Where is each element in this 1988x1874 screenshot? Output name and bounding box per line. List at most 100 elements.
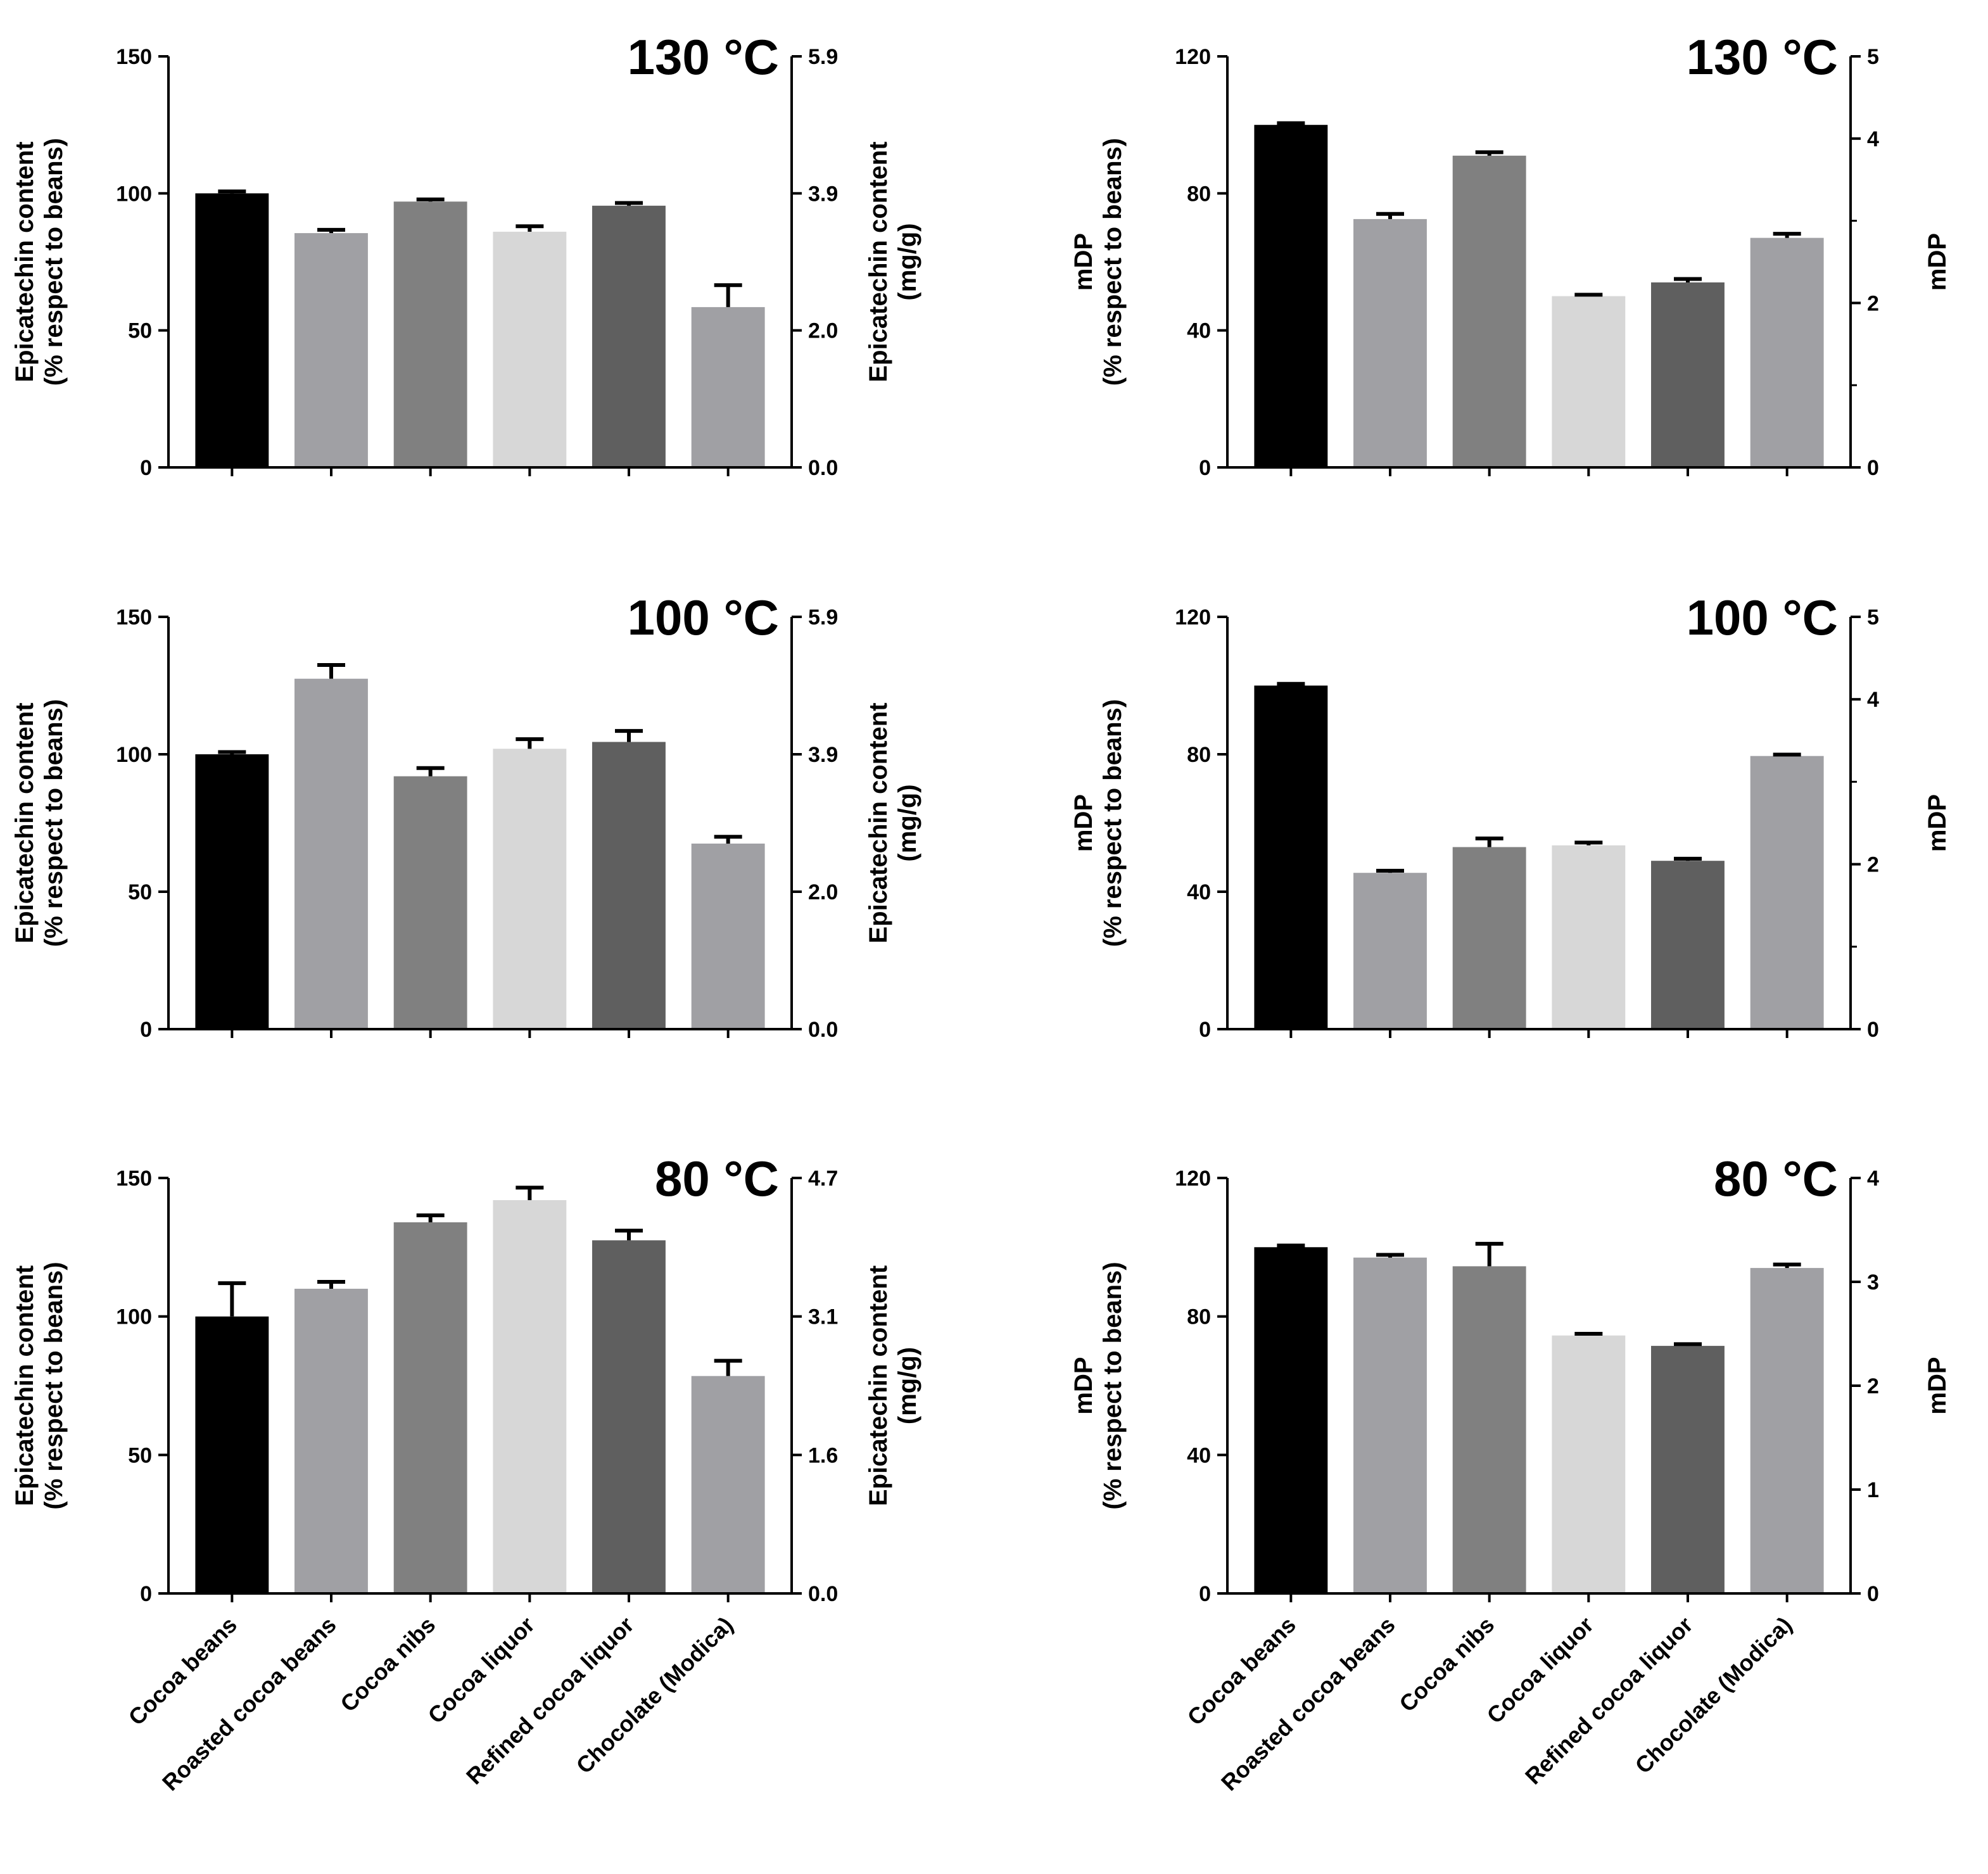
y-tick-label-3: 80 xyxy=(1187,182,1211,206)
y-axis-title: Epicatechin content(% respect to beans) xyxy=(11,138,68,386)
bar-2 xyxy=(1353,873,1427,1029)
category-label-2: Roasted cocoa beans xyxy=(157,1612,341,1796)
bar-1 xyxy=(1254,685,1328,1029)
y2-axis-title-line-2: (mg/g) xyxy=(894,1347,921,1424)
y-axis-title: mDP(% respect to beans) xyxy=(1070,1262,1127,1509)
y2-tick-label-3: 4 xyxy=(1867,127,1879,151)
y2-axis-title: mDP xyxy=(1923,1357,1951,1414)
y2-axis-title: mDP xyxy=(1923,794,1951,852)
y2-tick-label-4: 4.7 xyxy=(808,1167,838,1191)
y2-axis-title-line-1: mDP xyxy=(1923,794,1951,852)
y2-tick-label-2: 2 xyxy=(1867,291,1879,315)
y-tick-label-1: 0 xyxy=(1199,1018,1211,1042)
panel-epicatechin-130: 0 50 100 150 0.0 2.0 3.9 5.9 Epicatechin content… xyxy=(11,29,921,480)
bar-1 xyxy=(195,1316,269,1593)
temperature-label: 130 °C xyxy=(628,29,779,85)
bar-3 xyxy=(393,776,467,1029)
temperature-label: 100 °C xyxy=(1687,590,1838,645)
bar-3 xyxy=(1452,1266,1526,1593)
bar-6 xyxy=(691,1376,765,1593)
y-axis-title-line-2: (% respect to beans) xyxy=(40,699,68,947)
y2-tick-label-4: 3 xyxy=(1867,1270,1879,1295)
y2-tick-label-3: 3.9 xyxy=(808,182,838,206)
y-tick-label-1: 0 xyxy=(140,1018,152,1042)
bar-5 xyxy=(592,205,666,467)
y2-axis-title: Epicatechin content(mg/g) xyxy=(864,1265,921,1506)
y-tick-label-1: 0 xyxy=(1199,456,1211,480)
y-axis-title: Epicatechin content(% respect to beans) xyxy=(11,1262,68,1509)
y2-axis-title-line-1: Epicatechin content xyxy=(864,702,892,943)
y2-tick-label-1: 0 xyxy=(1867,1582,1879,1606)
y-tick-label-2: 50 xyxy=(128,319,152,343)
bar-5 xyxy=(1651,282,1725,467)
bar-3 xyxy=(393,201,467,467)
bar-2 xyxy=(1353,218,1427,467)
bar-4 xyxy=(1552,845,1626,1029)
y2-axis-title: Epicatechin content(mg/g) xyxy=(864,141,921,382)
y2-tick-label-4: 5.9 xyxy=(808,605,838,630)
bar-3 xyxy=(1452,155,1526,468)
y-tick-label-3: 80 xyxy=(1187,743,1211,767)
y2-axis-title-line-2: (mg/g) xyxy=(894,784,921,861)
temperature-label: 80 °C xyxy=(655,1151,779,1206)
y-axis-title-line-2: (% respect to beans) xyxy=(1099,138,1127,386)
y-tick-label-3: 100 xyxy=(116,182,152,206)
y-axis-title-line-1: Epicatechin content xyxy=(11,702,39,943)
bar-5 xyxy=(1651,861,1725,1029)
category-label-5: Refined cocoa liquor xyxy=(461,1612,639,1790)
bar-4 xyxy=(1552,1335,1626,1593)
bar-4 xyxy=(493,1200,567,1593)
bar-1 xyxy=(195,193,269,467)
category-label-5: Refined cocoa liquor xyxy=(1520,1612,1698,1790)
category-label-3: Cocoa nibs xyxy=(335,1612,440,1717)
y-tick-label-2: 50 xyxy=(128,1443,152,1467)
y2-tick-label-1: 0.0 xyxy=(808,1018,838,1042)
y-axis-title-line-2: (% respect to beans) xyxy=(40,1262,68,1509)
bar-1 xyxy=(1254,125,1328,467)
y-tick-label-4: 150 xyxy=(116,45,152,69)
y2-tick-label-3: 3.1 xyxy=(808,1305,838,1329)
y2-axis-title: mDP xyxy=(1923,233,1951,291)
y-tick-label-2: 50 xyxy=(128,880,152,904)
y-axis-title-line-1: mDP xyxy=(1070,233,1098,291)
bar-5 xyxy=(592,742,666,1029)
y-axis-title: mDP(% respect to beans) xyxy=(1070,699,1127,947)
y2-tick-label-2: 1.6 xyxy=(808,1443,838,1467)
y2-axis-title-line-2: (mg/g) xyxy=(894,223,921,300)
y2-tick-label-top: 5 xyxy=(1867,45,1879,69)
temperature-label: 100 °C xyxy=(628,590,779,645)
y-tick-label-3: 100 xyxy=(116,1305,152,1329)
y-tick-label-2: 40 xyxy=(1187,319,1211,343)
y2-axis-title: Epicatechin content(mg/g) xyxy=(864,702,921,943)
y2-tick-label-3: 4 xyxy=(1867,688,1879,712)
y-axis-title-line-1: mDP xyxy=(1070,794,1098,852)
y-tick-label-4: 120 xyxy=(1175,1167,1211,1191)
y2-tick-label-3: 2 xyxy=(1867,1374,1879,1398)
y-tick-label-1: 0 xyxy=(1199,1582,1211,1606)
bar-1 xyxy=(1254,1247,1328,1593)
y-axis-title: mDP(% respect to beans) xyxy=(1070,138,1127,386)
y-axis-title-line-2: (% respect to beans) xyxy=(1099,1262,1127,1509)
y2-tick-label-1: 0 xyxy=(1867,456,1879,480)
y-tick-label-4: 150 xyxy=(116,605,152,630)
y-tick-label-2: 40 xyxy=(1187,880,1211,904)
y2-tick-label-4: 5.9 xyxy=(808,45,838,69)
panel-epicatechin-100: 0 50 100 150 0.0 2.0 3.9 5.9 Epicatechin content… xyxy=(11,590,921,1042)
y2-tick-label-top: 5 xyxy=(1867,605,1879,630)
temperature-label: 130 °C xyxy=(1687,29,1838,85)
y2-tick-label-2: 2 xyxy=(1867,853,1879,877)
y-tick-label-1: 0 xyxy=(140,456,152,480)
y2-axis-title-line-1: mDP xyxy=(1923,1357,1951,1414)
bar-2 xyxy=(1353,1257,1427,1593)
bar-6 xyxy=(691,307,765,467)
temperature-label: 80 °C xyxy=(1714,1151,1838,1206)
y-tick-label-3: 100 xyxy=(116,743,152,767)
y2-tick-label-5: 4 xyxy=(1867,1167,1879,1191)
bar-2 xyxy=(294,233,368,467)
y-tick-label-2: 40 xyxy=(1187,1443,1211,1467)
y-axis-title-line-1: Epicatechin content xyxy=(11,141,39,382)
